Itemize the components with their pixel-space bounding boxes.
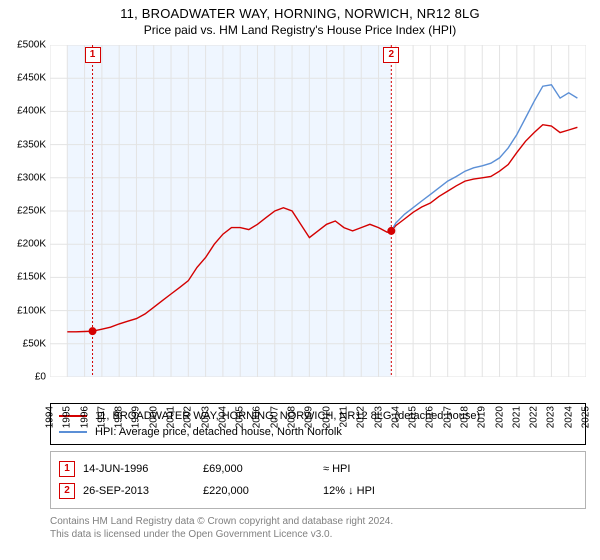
x-tick-label: 2009 [304,406,315,428]
trade-date: 26-SEP-2013 [83,485,203,497]
trade-price: £69,000 [203,463,323,475]
x-tick-label: 2016 [425,406,436,428]
x-tick-label: 2022 [529,406,540,428]
x-tick-label: 1995 [62,406,73,428]
y-axis: £0£50K£100K£150K£200K£250K£300K£350K£400… [10,45,46,377]
y-tick-label: £150K [17,272,46,283]
x-tick-label: 2015 [408,406,419,428]
x-tick-label: 2006 [252,406,263,428]
x-tick-label: 2021 [511,406,522,428]
y-tick-label: £50K [23,338,46,349]
table-row: 1 14-JUN-1996 £69,000 ≈ HPI [59,458,577,480]
y-tick-label: £400K [17,106,46,117]
x-tick-label: 2014 [390,406,401,428]
trade-price: £220,000 [203,485,323,497]
x-tick-label: 2007 [269,406,280,428]
trade-delta: ≈ HPI [323,463,443,475]
y-tick-label: £0 [35,372,46,383]
title-line1: 11, BROADWATER WAY, HORNING, NORWICH, NR… [10,6,590,21]
x-tick-label: 1996 [79,406,90,428]
x-tick-label: 2008 [287,406,298,428]
title-line2: Price paid vs. HM Land Registry's House … [10,23,590,37]
x-tick-label: 2012 [356,406,367,428]
y-tick-label: £500K [17,40,46,51]
x-tick-label: 2025 [581,406,592,428]
x-tick-label: 2001 [166,406,177,428]
x-tick-label: 2002 [183,406,194,428]
x-tick-label: 2011 [338,406,349,428]
x-tick-label: 2017 [442,406,453,428]
footer-attribution: Contains HM Land Registry data © Crown c… [50,515,586,541]
x-tick-label: 2003 [200,406,211,428]
x-tick-label: 2018 [459,406,470,428]
trade-marker-icon: 2 [59,483,75,499]
plot-area [50,45,586,377]
trade-delta: 12% ↓ HPI [323,485,443,497]
x-tick-label: 2020 [494,406,505,428]
x-tick-label: 2023 [546,406,557,428]
x-tick-label: 2010 [321,406,332,428]
footer-line: Contains HM Land Registry data © Crown c… [50,515,586,528]
chart: £0 £50K £100K £150K £200K £250K £300K £350K £400… [10,45,590,397]
x-tick-label: 2024 [563,406,574,428]
trade-date: 14-JUN-1996 [83,463,203,475]
trade-marker-icon: 1 [59,461,75,477]
y-tick-label: £100K [17,305,46,316]
chart-marker-icon: 2 [383,47,399,63]
y-tick-label: £300K [17,172,46,183]
trades-table: 1 14-JUN-1996 £69,000 ≈ HPI 2 26-SEP-201… [50,451,586,509]
table-row: 2 26-SEP-2013 £220,000 12% ↓ HPI [59,480,577,502]
x-tick-label: 1997 [96,406,107,428]
x-tick-label: 1994 [45,406,56,428]
x-tick-label: 2000 [148,406,159,428]
x-tick-label: 1999 [131,406,142,428]
y-tick-label: £450K [17,73,46,84]
chart-title: 11, BROADWATER WAY, HORNING, NORWICH, NR… [10,6,590,37]
y-tick-label: £350K [17,139,46,150]
x-tick-label: 2005 [235,406,246,428]
x-tick-label: 1998 [114,406,125,428]
x-tick-label: 2013 [373,406,384,428]
y-tick-label: £250K [17,206,46,217]
x-tick-label: 2004 [217,406,228,428]
legend-swatch [59,431,87,433]
x-axis: 1994199519961997199819992000200120022003… [50,377,586,417]
y-tick-label: £200K [17,239,46,250]
x-tick-label: 2019 [477,406,488,428]
footer-line: This data is licensed under the Open Gov… [50,528,586,541]
chart-marker-icon: 1 [85,47,101,63]
